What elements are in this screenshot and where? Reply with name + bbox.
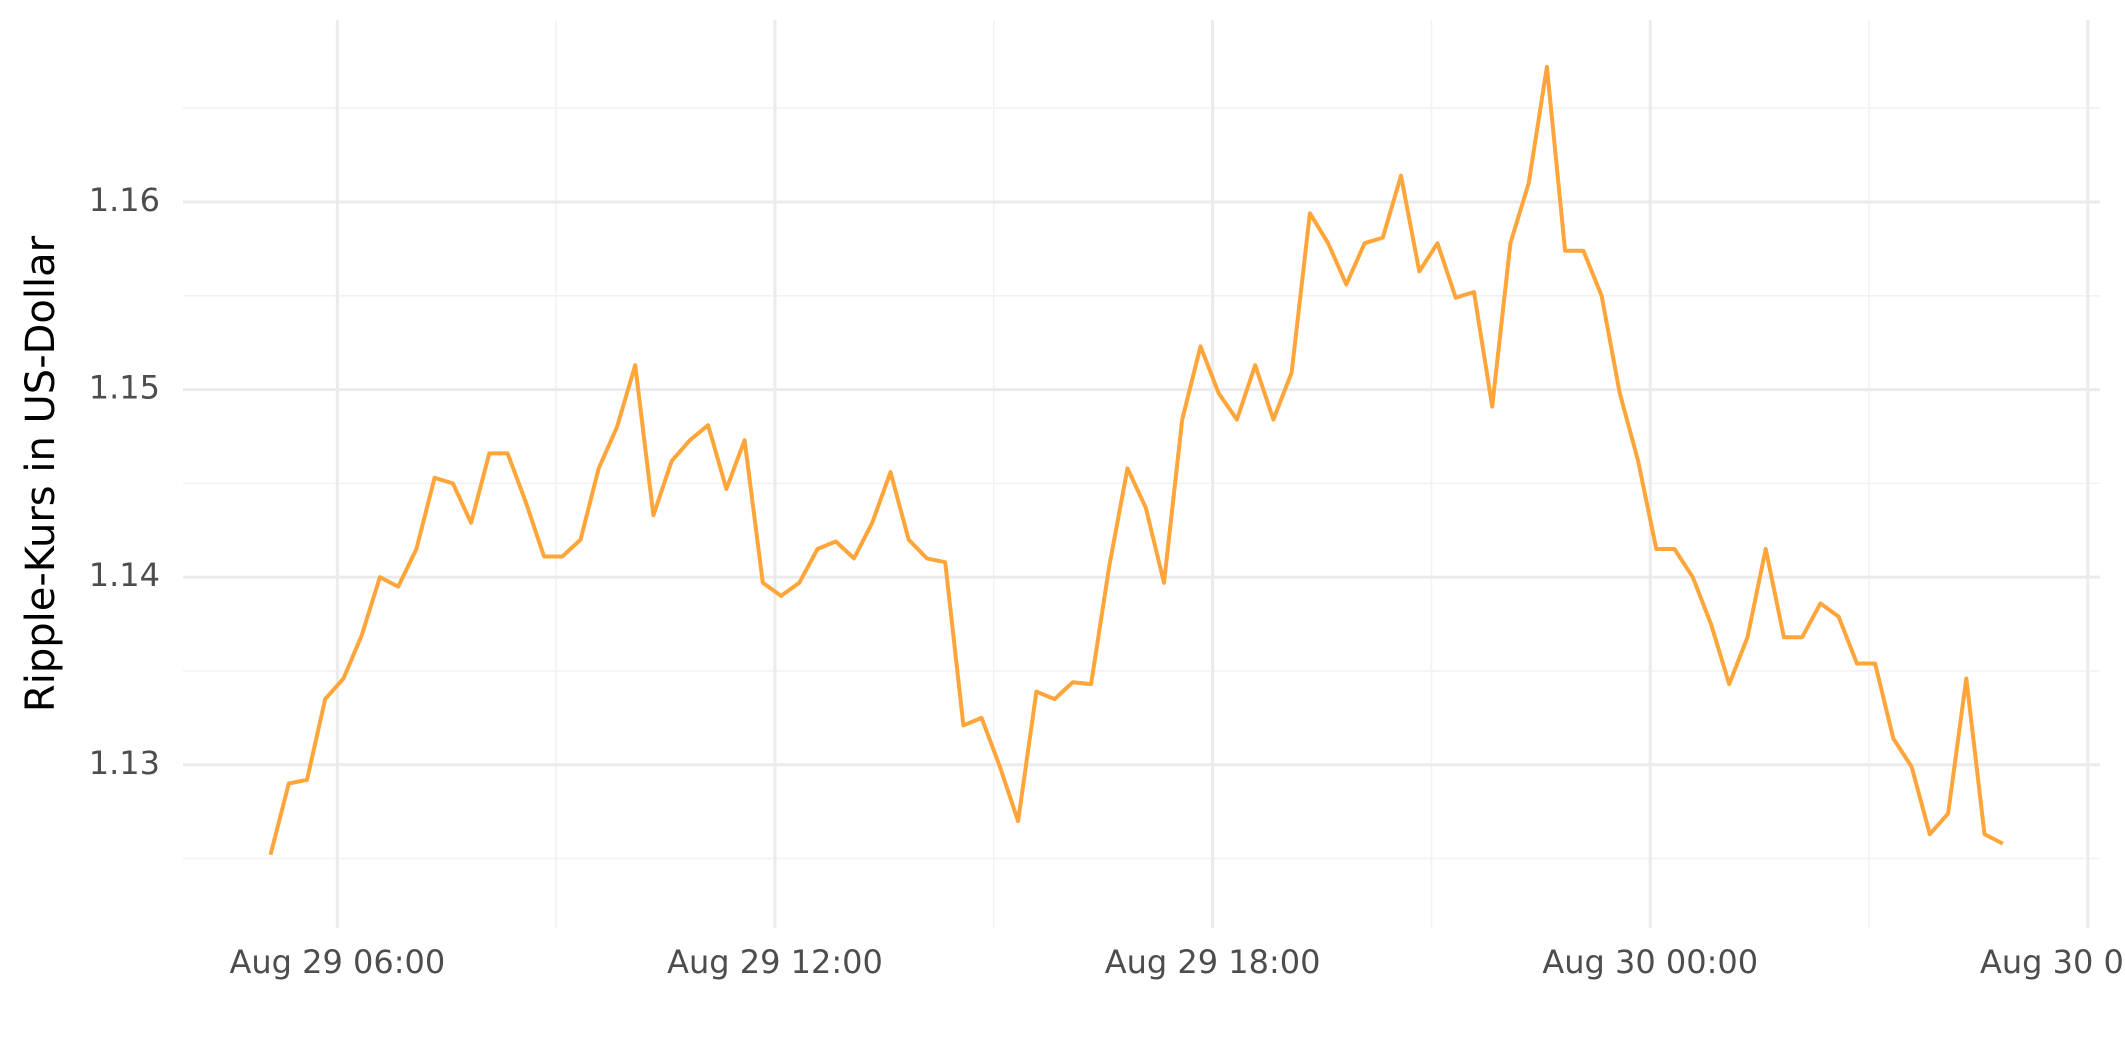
x-tick-label: Aug 29 18:00: [1105, 943, 1321, 981]
y-tick-label: 1.14: [89, 556, 160, 594]
y-tick-label: 1.16: [89, 181, 160, 219]
y-tick-label: 1.13: [89, 744, 160, 782]
y-tick-label: 1.15: [89, 369, 160, 407]
price-line: [268, 64, 2004, 856]
x-tick-label: Aug 29 06:00: [229, 943, 445, 981]
x-tick-label: Aug 30 00:00: [1542, 943, 1758, 981]
x-tick-label: Aug 29 12:00: [667, 943, 883, 981]
y-axis-label: Ripple-Kurs in US-Dollar: [18, 235, 64, 712]
x-tick-label: Aug 30 06:00: [1980, 943, 2125, 981]
